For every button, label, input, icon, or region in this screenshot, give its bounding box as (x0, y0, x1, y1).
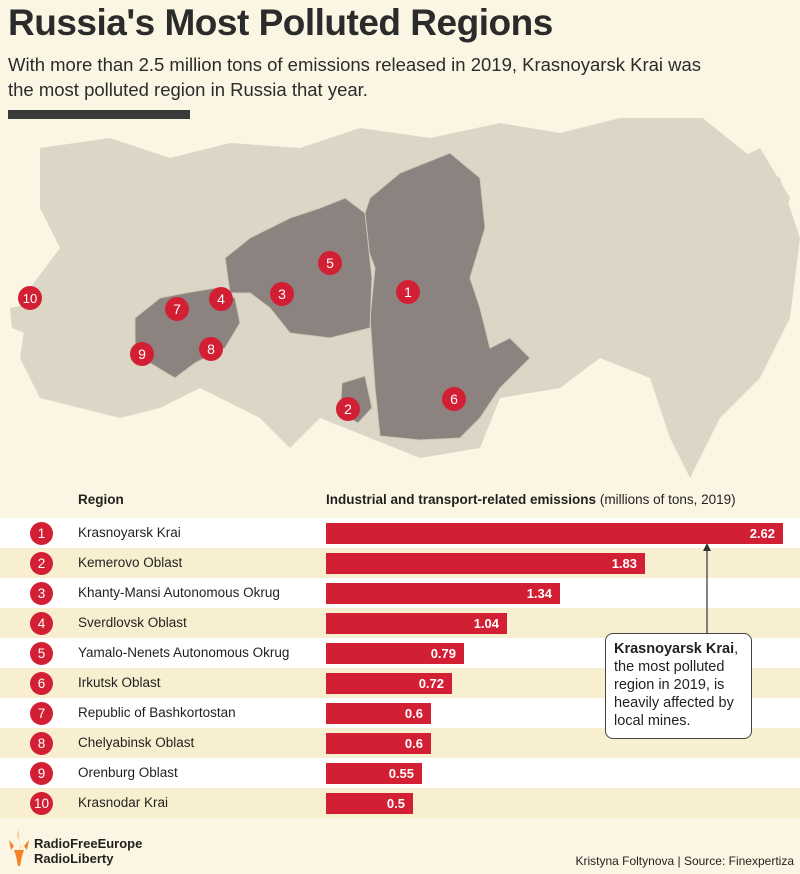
rank-badge: 6 (30, 672, 53, 695)
emission-bar: 0.79 (326, 643, 464, 664)
rank-badge: 3 (30, 582, 53, 605)
map-marker-2 (336, 397, 360, 421)
rank-badge: 2 (30, 552, 53, 575)
region-name: Khanty-Mansi Autonomous Okrug (78, 585, 280, 600)
region-name: Sverdlovsk Oblast (78, 615, 187, 630)
map-marker-5 (318, 251, 342, 275)
table-row: 9 Orenburg Oblast 0.55 (0, 758, 800, 788)
table-row: 10 Krasnodar Krai 0.5 (0, 788, 800, 818)
map-marker-3-label: 3 (278, 286, 286, 302)
map-marker-9 (130, 342, 154, 366)
map-markers: 1 2 3 4 5 6 7 8 9 10 (18, 251, 466, 421)
bar-value-label: 1.34 (526, 586, 552, 601)
table-row: 2 Kemerovo Oblast 1.83 (0, 548, 800, 578)
map-marker-3 (270, 282, 294, 306)
title-underline (8, 110, 190, 119)
value-header-text: Industrial and transport-related emissio… (326, 492, 597, 507)
table-row: 3 Khanty-Mansi Autonomous Okrug 1.34 (0, 578, 800, 608)
map-marker-8 (199, 337, 223, 361)
map-marker-9-label: 9 (138, 346, 146, 362)
emission-bar: 2.62 (326, 523, 783, 544)
bar-value-label: 0.79 (430, 646, 456, 661)
map-marker-10-label: 10 (23, 291, 37, 306)
rank-badge: 4 (30, 612, 53, 635)
region-name: Krasnoyarsk Krai (78, 525, 181, 540)
region-name: Kemerovo Oblast (78, 555, 183, 570)
region-column-header: Region (78, 492, 124, 507)
map-marker-7-label: 7 (173, 301, 181, 317)
rferl-logo-icon (9, 830, 29, 866)
callout-bold: Krasnoyarsk Krai (614, 641, 735, 657)
logo-line-2: RadioLiberty (34, 851, 114, 866)
map-marker-2-label: 2 (344, 401, 352, 417)
bar-value-label: 1.04 (473, 616, 499, 631)
bar-value-label: 1.83 (611, 556, 637, 571)
rank-badge: 5 (30, 642, 53, 665)
map-marker-1 (396, 280, 420, 304)
value-column-header: Industrial and transport-related emissio… (326, 492, 736, 507)
bar-value-label: 0.72 (418, 676, 444, 691)
map-marker-10 (18, 286, 42, 310)
region-name: Krasnodar Krai (78, 795, 169, 810)
emission-bar: 0.6 (326, 733, 431, 754)
map-marker-8-label: 8 (207, 341, 215, 357)
bar-value-label: 2.62 (749, 526, 775, 541)
emission-bar: 0.72 (326, 673, 452, 694)
table-row: 1 Krasnoyarsk Krai 2.62 (0, 518, 800, 548)
rank-badge: 1 (30, 522, 53, 545)
rank-badge: 7 (30, 702, 53, 725)
bar-value-label: 0.5 (386, 796, 405, 811)
region-name: Orenburg Oblast (78, 765, 178, 780)
map-crimea (10, 303, 40, 333)
map-marker-6 (442, 387, 466, 411)
table-row: 8 Chelyabinsk Oblast 0.6 (0, 728, 800, 758)
page-title: Russia's Most Polluted Regions (8, 2, 553, 43)
region-name: Chelyabinsk Oblast (78, 735, 195, 750)
rank-badge: 9 (30, 762, 53, 785)
map-marker-4 (209, 287, 233, 311)
emission-bar: 1.04 (326, 613, 507, 634)
region-name: Irkutsk Oblast (78, 675, 161, 690)
rank-badge: 10 (30, 792, 53, 815)
emission-bar: 1.83 (326, 553, 645, 574)
page-subtitle: With more than 2.5 million tons of emiss… (8, 54, 702, 100)
map-marker-1-label: 1 (404, 284, 412, 300)
russia-map: 1 2 3 4 5 6 7 8 9 10 (10, 118, 800, 478)
emission-bar: 0.6 (326, 703, 431, 724)
emission-bar: 0.55 (326, 763, 422, 784)
emission-bar: 0.5 (326, 793, 413, 814)
bar-value-label: 0.55 (388, 766, 414, 781)
emission-bar: 1.34 (326, 583, 560, 604)
map-marker-7 (165, 297, 189, 321)
logo-line-1: RadioFreeEurope (34, 836, 143, 851)
callout-text: , the most polluted region in 2019, is h… (614, 641, 739, 729)
map-marker-6-label: 6 (450, 391, 458, 407)
value-header-units: (millions of tons, 2019) (599, 492, 736, 507)
bar-value-label: 0.6 (404, 706, 423, 721)
rank-badge: 8 (30, 732, 53, 755)
bar-value-label: 0.6 (404, 736, 423, 751)
callout-box: Krasnoyarsk Krai, the most polluted regi… (605, 633, 752, 739)
region-name: Republic of Bashkortostan (78, 705, 236, 720)
credit-line: Kristyna Foltynova | Source: Finexpertiz… (575, 854, 794, 868)
map-marker-5-label: 5 (326, 255, 334, 271)
region-name: Yamalo-Nenets Autonomous Okrug (78, 645, 290, 660)
rferl-logo-text: RadioFreeEurope RadioLiberty (34, 836, 142, 866)
map-marker-4-label: 4 (217, 291, 225, 307)
